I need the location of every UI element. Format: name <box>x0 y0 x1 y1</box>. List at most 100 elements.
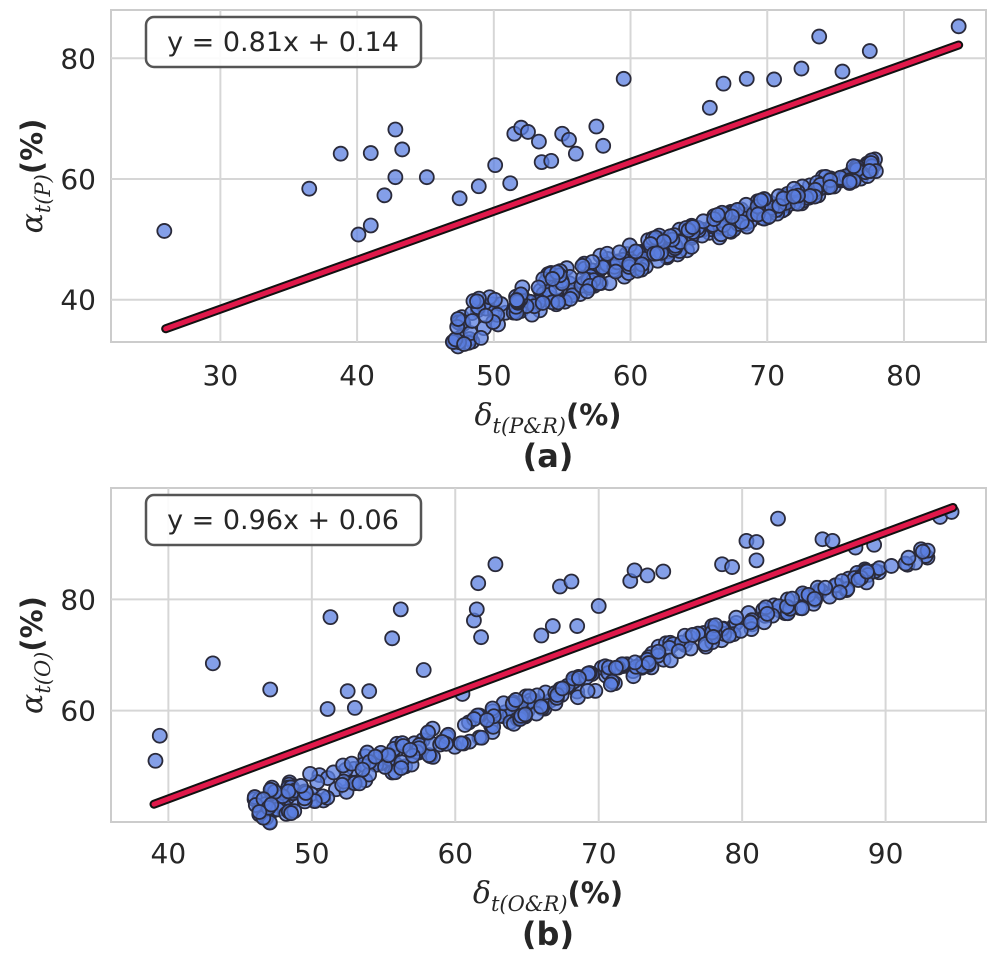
x-tick-label: 50 <box>476 359 512 392</box>
scatter-point <box>384 630 401 647</box>
x-axis-unit-b: (%) <box>568 876 624 910</box>
scatter-point <box>563 573 580 590</box>
x-tick-label: 90 <box>868 837 904 870</box>
x-tick-labels-a: 30 40 50 60 70 80 <box>203 359 922 392</box>
scatter-point <box>574 257 591 274</box>
scatter-point <box>608 659 624 676</box>
scatter-point <box>319 701 336 717</box>
x-tick-label: 80 <box>886 359 922 392</box>
scatter-point <box>591 275 607 292</box>
scatter-point <box>561 131 577 148</box>
data-points-b <box>147 504 960 831</box>
data-points-a <box>156 18 967 355</box>
scatter-point <box>380 747 397 764</box>
scatter-point <box>721 223 738 239</box>
scatter-point <box>456 717 473 733</box>
scatter-point <box>334 777 351 793</box>
scatter-point <box>709 206 726 223</box>
x-tick-label: 40 <box>151 837 187 870</box>
scatter-point <box>724 559 741 575</box>
scatter-point <box>543 153 560 169</box>
equation-text-b: y = 0.96x + 0.06 <box>167 505 399 536</box>
scatter-point <box>822 179 839 195</box>
scatter-point <box>883 558 900 574</box>
scatter-point <box>670 643 687 660</box>
y-axis-subscript-b: t(O) <box>31 652 55 694</box>
scatter-point <box>464 313 481 329</box>
scatter-point <box>748 552 765 569</box>
scatter-point <box>554 680 571 697</box>
scatter-point <box>418 169 435 186</box>
x-tick-label: 70 <box>581 837 617 870</box>
scatter-point <box>626 562 643 579</box>
y-axis-unit-a: (%) <box>15 119 49 175</box>
scatter-point <box>533 627 550 644</box>
scatter-point <box>362 145 379 161</box>
scatter-point <box>544 271 561 287</box>
scatter-point <box>521 688 537 705</box>
scatter-point <box>151 727 168 744</box>
scatter-point <box>571 670 587 687</box>
scatter-point <box>502 175 519 192</box>
scatter-point <box>579 683 596 699</box>
scatter-point <box>520 124 536 140</box>
scatter-point <box>392 601 409 618</box>
scatter-point <box>627 654 643 671</box>
equation-box-b: y = 0.96x + 0.06 <box>144 493 423 547</box>
scatter-point <box>793 60 810 77</box>
scatter-point <box>841 174 858 191</box>
scatter-point <box>766 71 782 88</box>
scatter-panel-b: 40 50 60 70 80 90 60 80 y = 0.96x + 0.06 δt(O&… <box>15 487 987 953</box>
scatter-point <box>900 549 917 566</box>
fit-line-b <box>149 502 958 809</box>
scatter-point <box>332 145 349 162</box>
scatter-point <box>590 598 607 614</box>
x-axis-unit-a: (%) <box>566 398 622 432</box>
scatter-point <box>785 188 802 205</box>
scatter-point <box>469 293 485 310</box>
scatter-point <box>602 676 619 693</box>
scatter-point <box>301 180 318 197</box>
scatter-point <box>738 70 755 87</box>
y-axis-subscript-a: t(P) <box>31 174 55 213</box>
scatter-point <box>477 307 494 324</box>
scatter-point <box>569 618 586 634</box>
scatter-point <box>293 778 309 794</box>
scatter-point <box>533 698 549 715</box>
y-axis-symbol-b: α <box>15 694 50 714</box>
x-tick-label: 80 <box>724 837 760 870</box>
scatter-point <box>351 775 368 792</box>
x-axis-symbol-a: δ <box>474 398 492 433</box>
scatter-point <box>451 190 468 207</box>
scatter-point <box>861 163 878 179</box>
scatter-point <box>794 600 810 617</box>
scatter-point <box>914 543 931 560</box>
scatter-point <box>339 683 356 700</box>
x-tick-label: 60 <box>437 837 473 870</box>
scatter-point <box>728 609 745 626</box>
x-axis-subscript-a: t(P&R) <box>493 414 566 438</box>
scatter-point <box>507 692 524 708</box>
y-tick-label: 40 <box>60 284 96 317</box>
equation-box-a: y = 0.81x + 0.14 <box>144 15 423 69</box>
scatter-point <box>473 629 489 646</box>
panel-label-b: (b) <box>522 915 574 953</box>
scatter-point <box>684 627 701 643</box>
scatter-point <box>748 534 765 550</box>
scatter-point <box>204 655 221 672</box>
scatter-point <box>650 643 667 660</box>
x-tick-label: 40 <box>339 359 375 392</box>
scatter-point <box>579 283 596 300</box>
scatter-point <box>859 563 875 580</box>
scatter-point <box>629 262 646 279</box>
scatter-point <box>759 605 776 622</box>
y-tick-label: 60 <box>60 163 96 196</box>
scatter-point <box>724 208 740 225</box>
scatter-point <box>362 217 379 234</box>
y-tick-label: 60 <box>60 695 96 728</box>
scatter-point <box>831 584 848 601</box>
scatter-point <box>415 662 432 678</box>
scatter-point <box>834 63 851 80</box>
fit-line-stroke <box>151 504 956 807</box>
